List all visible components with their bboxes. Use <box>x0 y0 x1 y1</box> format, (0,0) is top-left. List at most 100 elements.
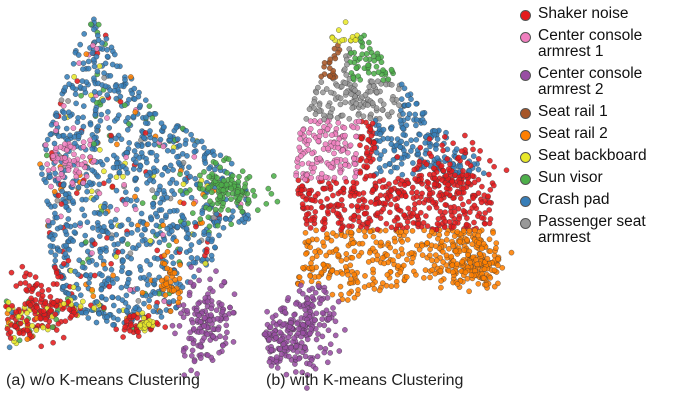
scatter-point-a <box>45 218 51 224</box>
scatter-point-a <box>187 247 193 254</box>
scatter-point-b <box>309 255 316 262</box>
scatter-point-b <box>470 153 477 159</box>
scatter-point-b <box>339 224 345 231</box>
scatter-point-b <box>438 284 444 291</box>
scatter-point-a <box>89 188 95 195</box>
scatter-point-b <box>319 333 326 340</box>
scatter-point-b <box>280 341 287 347</box>
scatter-point-a <box>132 193 138 200</box>
scatter-point-b <box>445 181 451 188</box>
scatter-point-a <box>138 210 145 217</box>
scatter-point-a <box>274 198 281 205</box>
scatter-point-b <box>299 161 306 167</box>
scatter-point-a <box>105 109 111 115</box>
scatter-point-b <box>370 245 376 252</box>
scatter-point-b <box>352 161 358 167</box>
scatter-point-b <box>316 102 323 109</box>
scatter-point-a <box>78 241 85 248</box>
scatter-point-a <box>99 161 106 168</box>
scatter-point-a <box>246 174 253 180</box>
scatter-point-a <box>58 201 65 207</box>
scatter-point-b <box>305 319 312 326</box>
scatter-point-b <box>370 266 376 273</box>
scatter-point-b <box>493 240 500 246</box>
scatter-point-a <box>137 163 144 169</box>
scatter-point-a <box>179 284 186 290</box>
scatter-point-b <box>307 217 314 223</box>
scatter-point-b <box>291 312 297 318</box>
scatter-point-b <box>460 185 467 192</box>
scatter-point-b <box>396 102 402 108</box>
scatter-point-b <box>312 289 319 296</box>
scatter-point-a <box>65 109 72 115</box>
scatter-point-a <box>66 246 72 253</box>
scatter-point-a <box>132 206 139 213</box>
scatter-point-a <box>97 118 104 124</box>
scatter-point-a <box>218 182 225 188</box>
scatter-point-b <box>312 111 319 117</box>
scatter-point-b <box>404 256 410 263</box>
scatter-point-a <box>191 154 198 160</box>
scatter-point-a <box>113 174 120 180</box>
caption-panel-b: (b) with K-means Clustering <box>266 372 464 389</box>
scatter-point-b <box>495 262 501 269</box>
scatter-point-a <box>94 45 100 52</box>
scatter-point-b <box>351 213 357 219</box>
scatter-point-a <box>95 32 101 39</box>
scatter-point-a <box>97 249 104 255</box>
scatter-point-a <box>225 207 231 213</box>
scatter-point-b <box>443 190 450 197</box>
scatter-point-a <box>191 326 197 332</box>
scatter-point-a <box>75 115 81 121</box>
scatter-point-a <box>144 172 150 178</box>
scatter-point-b <box>352 87 358 94</box>
scatter-point-b <box>340 147 346 153</box>
scatter-point-a <box>81 31 87 37</box>
scatter-point-b <box>433 204 440 211</box>
scatter-point-b <box>357 142 363 148</box>
scatter-point-a <box>117 223 123 229</box>
scatter-point-b <box>456 215 462 222</box>
scatter-point-b <box>440 147 446 154</box>
scatter-point-a <box>130 245 136 251</box>
scatter-point-b <box>338 291 344 298</box>
scatter-point-a <box>146 272 152 278</box>
scatter-point-b <box>469 139 476 146</box>
scatter-point-b <box>481 275 487 281</box>
scatter-point-b <box>315 84 321 91</box>
scatter-point-b <box>329 106 336 112</box>
scatter-point-b <box>298 187 305 193</box>
scatter-point-b <box>306 361 313 367</box>
scatter-point-b <box>491 283 498 290</box>
scatter-point-a <box>134 186 140 193</box>
scatter-point-a <box>230 208 236 214</box>
scatter-point-a <box>213 268 219 274</box>
scatter-point-b <box>412 111 418 118</box>
scatter-point-a <box>72 222 78 229</box>
scatter-point-b <box>376 115 383 122</box>
scatter-point-b <box>348 229 354 236</box>
scatter-point-b <box>465 252 471 258</box>
scatter-point-a <box>158 207 165 213</box>
scatter-point-b <box>404 236 411 243</box>
scatter-point-b <box>411 206 418 212</box>
scatter-point-b <box>268 347 275 353</box>
scatter-point-b <box>444 230 450 237</box>
scatter-point-a <box>82 232 88 239</box>
scatter-point-a <box>39 171 45 177</box>
scatter-point-a <box>201 315 208 321</box>
scatter-point-a <box>97 211 103 217</box>
scatter-point-a <box>152 277 158 284</box>
scatter-point-a <box>102 83 109 89</box>
scatter-point-a <box>81 103 87 109</box>
scatter-point-a <box>71 229 78 235</box>
scatter-point-a <box>145 141 152 147</box>
scatter-point-b <box>495 256 501 262</box>
scatter-point-a <box>167 162 174 169</box>
scatter-point-b <box>354 203 361 209</box>
scatter-point-b <box>327 183 334 190</box>
scatter-point-a <box>268 191 275 197</box>
scatter-point-b <box>380 280 386 286</box>
scatter-point-a <box>91 141 97 147</box>
